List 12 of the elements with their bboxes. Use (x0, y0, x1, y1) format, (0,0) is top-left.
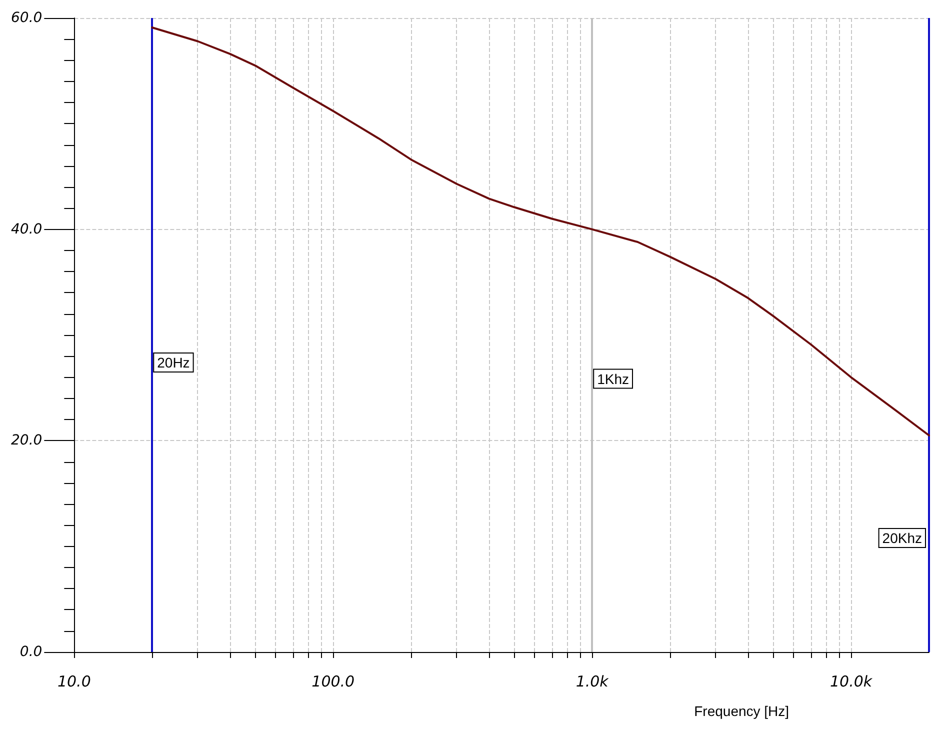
y-tick-label: 40.0 (11, 221, 42, 238)
ref-line-label: 1Khz (597, 370, 630, 387)
y-tick-label: 20.0 (11, 432, 42, 449)
x-tick-label: 100.0 (312, 672, 355, 690)
ref-line-label: 20Khz (882, 530, 922, 546)
ref-line-label: 20Hz (157, 354, 190, 370)
y-tick-label: 60.0 (11, 10, 42, 26)
x-tick-label: 1.0k (576, 672, 610, 690)
y-tick-label: 0.0 (20, 644, 42, 660)
x-tick-label: 10.0k (830, 672, 874, 690)
x-axis-title: Frequency [Hz] (694, 703, 790, 719)
x-tick-label: 10.0 (57, 672, 91, 690)
